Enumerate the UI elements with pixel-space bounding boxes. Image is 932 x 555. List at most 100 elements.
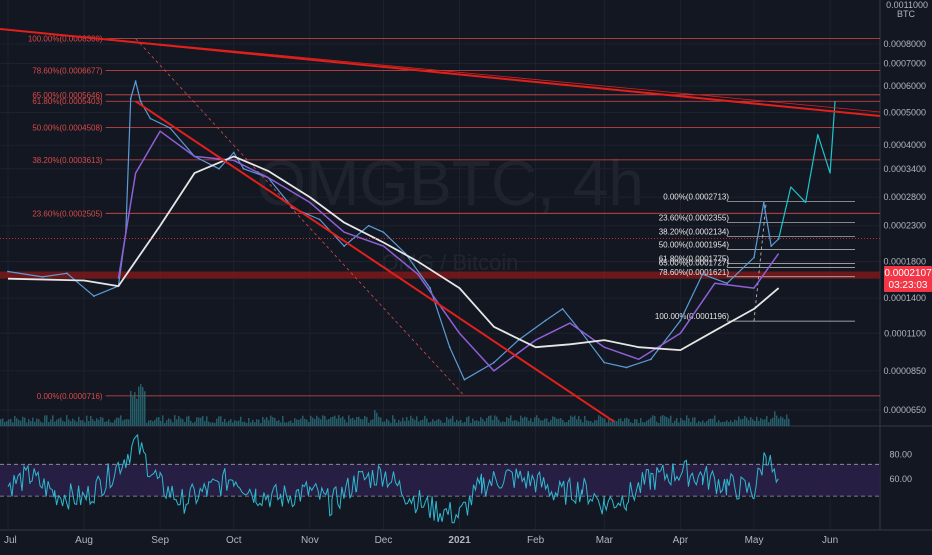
- volume-bar: [728, 422, 730, 426]
- volume-bar: [334, 415, 336, 426]
- volume-bar: [574, 415, 576, 426]
- volume-bar: [440, 420, 442, 426]
- volume-bar: [186, 416, 188, 426]
- volume-bar: [788, 418, 790, 426]
- price-point: [129, 97, 132, 100]
- volume-bar: [168, 418, 170, 426]
- volume-bar: [182, 419, 184, 426]
- fib-main-label: 38.20%(0.0003613): [32, 156, 103, 165]
- volume-bar: [622, 421, 624, 426]
- volume-bar: [164, 422, 166, 426]
- volume-bar: [588, 421, 590, 426]
- price-point: [679, 319, 682, 322]
- volume-bar: [610, 421, 612, 426]
- volume-bar: [280, 422, 282, 426]
- volume-bar: [284, 422, 286, 426]
- volume-bar: [330, 417, 332, 426]
- volume-bar: [708, 419, 710, 426]
- volume-bar: [292, 422, 294, 426]
- volume-bar: [274, 417, 276, 426]
- volume-bar: [172, 422, 174, 426]
- volume-bar: [304, 418, 306, 426]
- volume-bar: [112, 422, 114, 426]
- volume-bar: [60, 417, 62, 426]
- volume-bar: [558, 418, 560, 426]
- volume-bar: [658, 422, 660, 426]
- price-point: [770, 245, 773, 248]
- volume-bar: [386, 418, 388, 426]
- volume-bar: [700, 422, 702, 426]
- fib-small-label: 61.80%(0.0001775): [659, 255, 730, 264]
- price-point: [41, 275, 44, 278]
- volume-bar: [396, 422, 398, 426]
- volume-bar: [296, 419, 298, 426]
- volume-bar: [604, 418, 606, 426]
- volume-bar: [142, 387, 144, 426]
- volume-bar: [206, 416, 208, 426]
- volume-bar: [226, 422, 228, 426]
- volume-bar: [38, 419, 40, 426]
- volume-bar: [774, 411, 776, 426]
- volume-bar: [644, 422, 646, 426]
- volume-bar: [358, 416, 360, 426]
- volume-bar: [100, 416, 102, 426]
- volume-bar: [224, 419, 226, 426]
- volume-bar: [484, 421, 486, 426]
- volume-bar: [214, 422, 216, 426]
- volume-bar: [126, 419, 128, 426]
- price-point: [492, 361, 495, 364]
- volume-bar: [62, 420, 64, 426]
- volume-bar: [316, 415, 318, 426]
- volume-bar: [462, 422, 464, 426]
- volume-bar: [738, 416, 740, 426]
- volume-bar: [94, 421, 96, 426]
- volume-bar: [506, 417, 508, 426]
- volume-bar: [424, 415, 426, 426]
- volume-bar: [134, 392, 136, 426]
- volume-bar: [300, 418, 302, 426]
- volume-bar: [442, 422, 444, 426]
- rsi-tick-label: 80.00: [889, 450, 912, 460]
- volume-bar: [140, 384, 142, 426]
- volume-bar: [686, 415, 688, 426]
- volume-bar: [254, 422, 256, 426]
- volume-bar: [434, 420, 436, 426]
- volume-bar: [766, 416, 768, 426]
- volume-bar: [490, 415, 492, 426]
- volume-bar: [696, 422, 698, 426]
- volume-bar: [30, 421, 32, 426]
- volume-bar: [56, 419, 58, 426]
- x-tick-label: May: [745, 535, 764, 546]
- volume-bar: [666, 416, 668, 426]
- volume-bar: [144, 391, 146, 426]
- volume-bar: [758, 420, 760, 426]
- volume-bar: [562, 419, 564, 426]
- volume-bar: [634, 419, 636, 426]
- volume-bar: [786, 414, 788, 426]
- volume-bar: [550, 419, 552, 426]
- volume-bar: [410, 415, 412, 426]
- volume-bar: [136, 398, 138, 426]
- volume-bar: [356, 416, 358, 426]
- volume-bar: [542, 420, 544, 426]
- volume-bar: [522, 418, 524, 426]
- volume-bar: [12, 422, 14, 426]
- volume-bar: [594, 420, 596, 426]
- volume-bar: [268, 420, 270, 426]
- volume-bar: [632, 422, 634, 426]
- volume-bar: [84, 422, 86, 426]
- trendline-middle: [135, 100, 615, 423]
- volume-bar: [266, 417, 268, 426]
- x-tick-label: Oct: [226, 535, 242, 546]
- volume-bar: [486, 417, 488, 426]
- volume-bar: [258, 419, 260, 426]
- volume-bar: [406, 417, 408, 426]
- volume-bar: [748, 420, 750, 426]
- volume-bar: [626, 417, 628, 426]
- y-tick-label: 0.0008000: [883, 39, 926, 49]
- volume-bar: [2, 418, 4, 426]
- volume-bar: [620, 418, 622, 426]
- volume-bar: [532, 421, 534, 426]
- volume-bar: [308, 422, 310, 426]
